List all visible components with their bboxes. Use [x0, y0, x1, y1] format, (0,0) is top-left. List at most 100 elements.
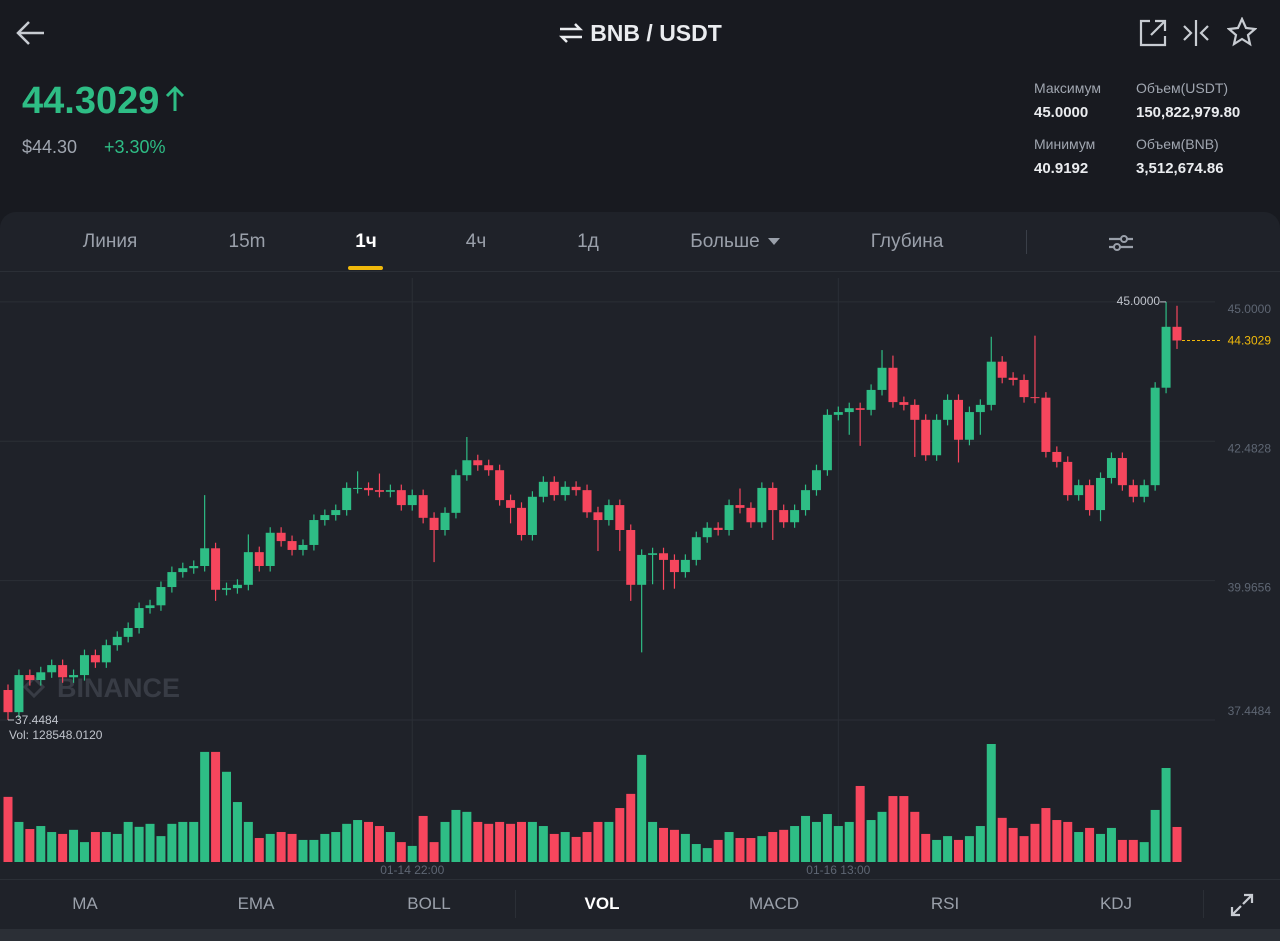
volume-bar	[145, 823, 155, 862]
indicator[interactable]: KDJ	[1099, 894, 1133, 913]
volume-bar	[932, 839, 942, 862]
volume-bar	[648, 821, 658, 862]
divider	[0, 271, 1280, 272]
volume-bar	[637, 754, 647, 862]
candle-body	[516, 507, 526, 535]
volume-bar	[669, 829, 679, 862]
candle-body	[69, 675, 79, 678]
volume-bar	[975, 826, 985, 862]
volume-bar	[888, 796, 898, 862]
volume-bar	[1074, 832, 1084, 862]
volume-bar	[14, 821, 24, 862]
candle-body	[145, 605, 155, 609]
tab[interactable]: Глубина	[870, 231, 944, 252]
candle-body	[462, 460, 472, 476]
volume-bar	[571, 836, 581, 862]
candle-body	[342, 487, 352, 511]
price-change: +3.30%	[104, 137, 166, 157]
candle-body	[1150, 387, 1160, 486]
volume-bar	[167, 823, 177, 862]
settings-icon[interactable]	[1107, 231, 1135, 255]
indicator[interactable]: MACD	[748, 894, 800, 913]
candle-body	[779, 510, 789, 523]
stat-label: Максимум	[1034, 80, 1101, 96]
pair-title[interactable]: BNB / USDT	[0, 20, 1280, 47]
favorite-icon[interactable]	[1227, 17, 1257, 47]
candle-body	[385, 490, 395, 492]
compare-icon[interactable]	[1181, 18, 1211, 48]
share-icon[interactable]	[1138, 18, 1168, 48]
candle-body	[3, 690, 13, 713]
candle-body	[429, 517, 439, 531]
candle-body	[1161, 326, 1171, 388]
volume-bar	[211, 751, 221, 862]
candle-body	[14, 675, 24, 713]
tab[interactable]: Линия	[82, 231, 138, 252]
volume-bar	[1063, 821, 1073, 862]
volume-bar	[222, 771, 232, 862]
indicator[interactable]: EMA	[237, 894, 275, 913]
candle-body	[112, 636, 122, 646]
volume-bar	[746, 838, 756, 862]
watermark: BINANCE	[22, 673, 180, 703]
indicator[interactable]: MA	[72, 894, 98, 913]
volume-bar	[276, 832, 286, 862]
candle-body	[418, 495, 428, 518]
volume-bar	[353, 820, 363, 862]
volume-bar	[495, 821, 505, 862]
fiat-price: $44.30	[22, 137, 78, 157]
y-tick-label: 39.9656	[1228, 581, 1272, 595]
indicator[interactable]: BOLL	[407, 894, 451, 913]
candle-body	[298, 544, 308, 550]
candle-body	[910, 404, 920, 420]
volume-bar	[254, 838, 264, 862]
separator	[1203, 890, 1204, 918]
volume-bar	[331, 832, 341, 862]
volume-bar	[3, 796, 13, 862]
volume-bar	[36, 826, 46, 862]
candle-body	[276, 532, 286, 542]
volume-bar	[997, 817, 1007, 862]
candle-body	[801, 490, 811, 511]
tab[interactable]: 4ч	[465, 231, 487, 252]
volume-bar	[418, 815, 428, 862]
volume-bar	[178, 821, 188, 862]
candle-body	[320, 515, 330, 521]
volume-bar	[1019, 836, 1029, 862]
candle-body	[495, 470, 505, 501]
tab[interactable]: Больше	[690, 231, 760, 252]
candle-body	[58, 665, 68, 678]
candle-body	[79, 655, 89, 676]
candle-body	[200, 548, 210, 566]
volume-bar	[593, 821, 603, 862]
volume-bar	[200, 751, 210, 862]
candle-body	[353, 487, 363, 489]
tab-active[interactable]: 1ч	[355, 231, 377, 252]
candle-body	[855, 408, 865, 410]
volume-bar	[713, 839, 723, 862]
candle-body	[1063, 461, 1073, 496]
volume-bar	[855, 785, 865, 862]
tab[interactable]: 1д	[577, 231, 599, 252]
volume-bar	[1085, 827, 1095, 862]
volume-bar	[1139, 842, 1149, 862]
candle-body	[822, 414, 832, 471]
volume-bar	[549, 833, 559, 862]
tab[interactable]: 15m	[228, 231, 266, 252]
candle-body	[484, 465, 494, 471]
back-button[interactable]	[14, 18, 48, 48]
indicator-active[interactable]: VOL	[584, 894, 620, 913]
volume-bar	[364, 821, 374, 862]
candle-body	[527, 496, 537, 535]
candle-body	[702, 527, 712, 538]
volume-bar	[451, 809, 461, 862]
candle-body	[1117, 458, 1127, 486]
volume-bar	[735, 838, 745, 862]
candle-body	[36, 672, 46, 681]
candle-body	[1096, 477, 1106, 511]
fullscreen-icon[interactable]	[1229, 892, 1255, 918]
volume-bar	[309, 839, 319, 862]
volume-label: Vol: 128548.0120	[9, 728, 103, 742]
volume-bar	[243, 821, 253, 862]
indicator[interactable]: RSI	[930, 894, 960, 913]
